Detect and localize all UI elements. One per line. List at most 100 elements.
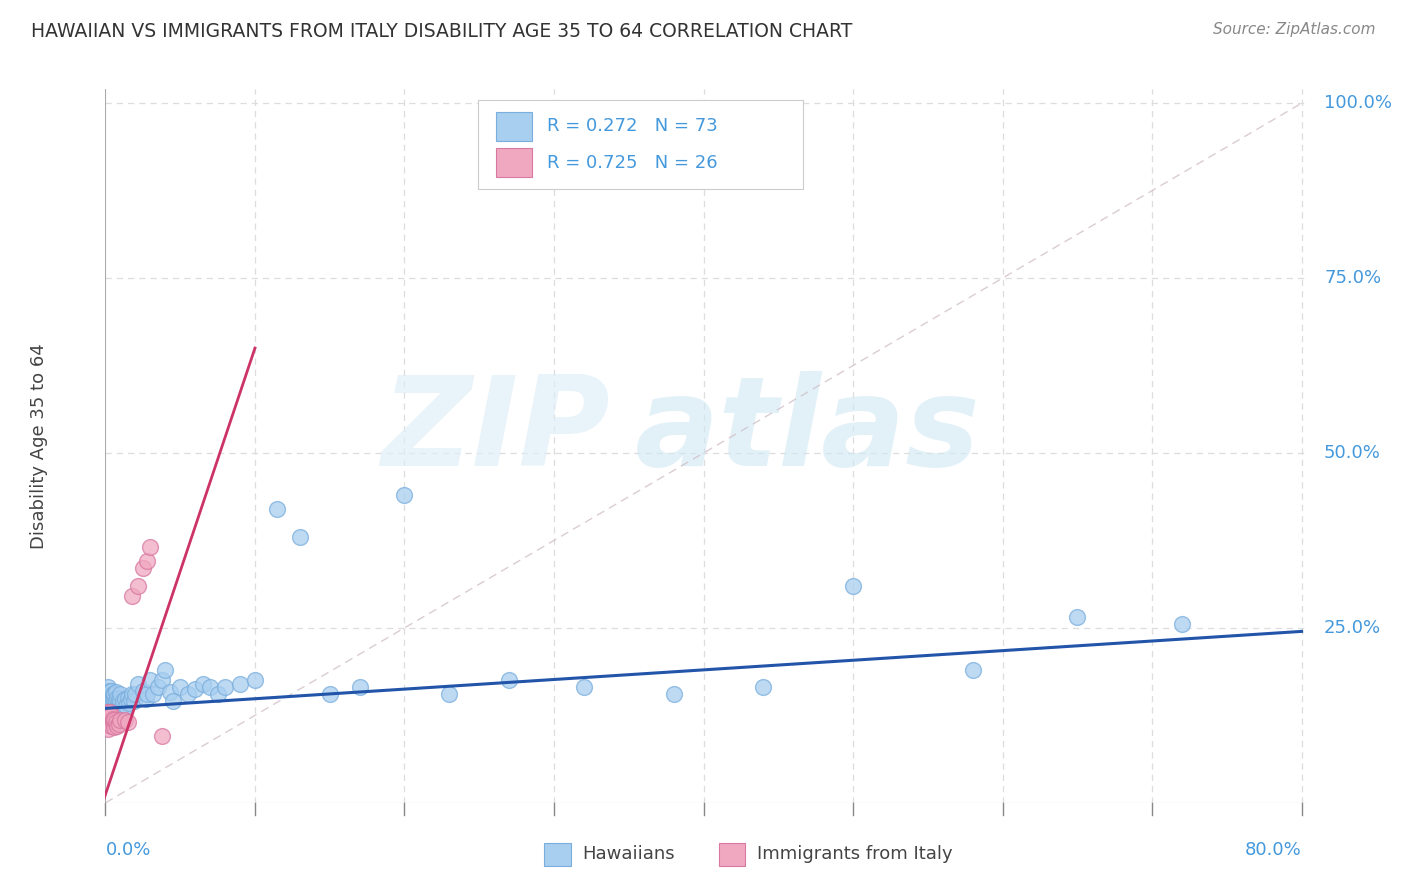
Text: Source: ZipAtlas.com: Source: ZipAtlas.com	[1212, 22, 1375, 37]
Point	[319, 687, 342, 701]
Point	[752, 681, 775, 695]
FancyBboxPatch shape	[478, 100, 803, 189]
Point	[121, 590, 143, 604]
Point	[98, 684, 121, 698]
Point	[439, 687, 461, 701]
Text: R = 0.725   N = 26: R = 0.725 N = 26	[547, 153, 717, 171]
Bar	[496, 112, 533, 141]
Text: Immigrants from Italy: Immigrants from Italy	[756, 846, 953, 863]
Point	[107, 719, 129, 733]
Point	[96, 705, 118, 719]
Point	[229, 677, 252, 691]
Point	[111, 699, 134, 714]
Point	[98, 715, 121, 730]
Point	[98, 701, 121, 715]
Bar	[718, 843, 745, 865]
Point	[198, 681, 221, 695]
Text: Hawaiians: Hawaiians	[582, 846, 675, 863]
Point	[115, 699, 138, 714]
Point	[108, 705, 131, 719]
Point	[191, 677, 214, 691]
Point	[98, 690, 121, 705]
Point	[127, 677, 149, 691]
Bar	[496, 148, 533, 177]
Point	[98, 705, 121, 719]
Point	[139, 673, 162, 688]
Text: R = 0.272   N = 73: R = 0.272 N = 73	[547, 118, 717, 136]
Point	[288, 530, 311, 544]
Point	[207, 687, 229, 701]
Point	[243, 673, 266, 688]
Point	[150, 729, 173, 743]
Text: Disability Age 35 to 64: Disability Age 35 to 64	[31, 343, 48, 549]
Point	[159, 685, 181, 699]
Point	[101, 712, 124, 726]
Point	[104, 694, 127, 708]
Point	[662, 687, 685, 701]
Point	[962, 663, 984, 677]
Text: 25.0%: 25.0%	[1324, 619, 1381, 637]
Text: 100.0%: 100.0%	[1324, 95, 1392, 112]
Text: 75.0%: 75.0%	[1324, 269, 1381, 287]
Point	[114, 713, 136, 727]
Point	[162, 694, 184, 708]
Point	[572, 681, 595, 695]
Point	[100, 708, 122, 723]
Point	[120, 692, 142, 706]
Point	[214, 681, 236, 695]
Point	[103, 687, 125, 701]
Point	[122, 694, 145, 708]
Point	[136, 687, 159, 701]
Point	[103, 692, 125, 706]
Point	[104, 701, 127, 715]
Point	[100, 719, 122, 733]
Point	[100, 684, 122, 698]
Point	[100, 698, 122, 712]
Point	[146, 681, 169, 695]
Point	[117, 690, 139, 705]
Point	[104, 685, 127, 699]
Point	[103, 713, 125, 727]
Point	[1171, 617, 1194, 632]
Point	[155, 663, 177, 677]
Point	[1066, 610, 1088, 624]
Text: 0.0%: 0.0%	[105, 841, 150, 859]
Point	[139, 541, 162, 555]
Point	[96, 687, 118, 701]
Point	[101, 705, 124, 719]
Point	[108, 692, 131, 706]
Point	[132, 561, 155, 575]
Point	[97, 698, 120, 712]
Point	[124, 687, 146, 701]
Point	[169, 681, 191, 695]
Point	[107, 690, 129, 705]
Text: 50.0%: 50.0%	[1324, 444, 1381, 462]
Point	[97, 715, 120, 730]
Point	[96, 694, 118, 708]
Point	[97, 687, 120, 701]
Point	[107, 699, 129, 714]
Point	[136, 554, 159, 568]
Point	[97, 723, 120, 737]
Text: 80.0%: 80.0%	[1244, 841, 1302, 859]
Point	[110, 694, 132, 708]
Point	[96, 684, 118, 698]
Point	[101, 715, 124, 730]
Point	[498, 673, 520, 688]
Point	[98, 687, 121, 701]
Point	[103, 720, 125, 734]
Point	[117, 715, 139, 730]
Point	[842, 579, 865, 593]
Point	[135, 692, 157, 706]
Point	[104, 715, 127, 730]
Point	[132, 684, 155, 698]
Text: HAWAIIAN VS IMMIGRANTS FROM ITALY DISABILITY AGE 35 TO 64 CORRELATION CHART: HAWAIIAN VS IMMIGRANTS FROM ITALY DISABI…	[31, 22, 852, 41]
Point	[184, 682, 207, 697]
Point	[112, 694, 135, 708]
Point	[349, 681, 371, 695]
Bar	[544, 843, 571, 865]
Point	[110, 706, 132, 721]
Point	[110, 713, 132, 727]
Point	[394, 488, 416, 502]
Point	[118, 697, 141, 711]
